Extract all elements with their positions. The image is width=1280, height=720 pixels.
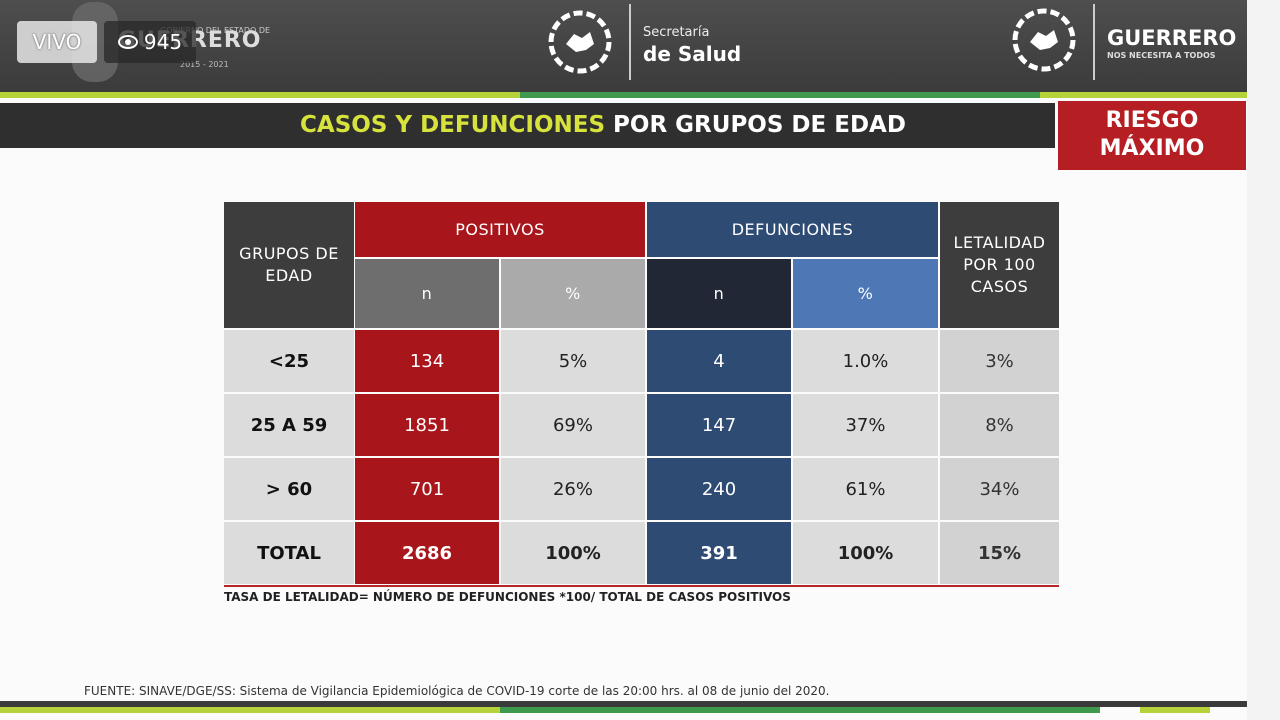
col-group-header: GRUPOS DE EDAD	[224, 202, 354, 328]
letalidad-header: LETALIDAD POR 100 CASOS	[940, 202, 1059, 328]
banner-stripe-green	[520, 92, 1040, 98]
title-bar	[0, 103, 1055, 148]
table-cell-let: 8%	[940, 394, 1059, 456]
table-cell-let: 15%	[940, 522, 1059, 584]
pos-pct-header: %	[501, 259, 645, 328]
gov-top-text: GOBIERNO DEL ESTADO DE	[160, 26, 271, 35]
live-badge: VIVO	[17, 21, 97, 63]
eye-icon	[117, 35, 138, 49]
table-cell-pos-n: 134	[355, 330, 499, 392]
header-divider	[629, 4, 631, 80]
page-title: CASOS Y DEFUNCIONES POR GRUPOS DE EDAD	[0, 103, 1206, 148]
table-cell-group: <25	[224, 330, 354, 392]
lethality-note: TASA DE LETALIDAD= NÚMERO DE DEFUNCIONES…	[224, 590, 791, 604]
secretaria-label: Secretaría	[643, 25, 710, 40]
table-cell-pos-pct: 100%	[501, 522, 645, 584]
table-cell-pos-pct: 69%	[501, 394, 645, 456]
risk-line2: MÁXIMO	[1099, 136, 1205, 161]
viewer-number: 945	[143, 30, 183, 54]
title-rest: POR GRUPOS DE EDAD	[605, 112, 906, 138]
pos-n-header: n	[355, 259, 499, 328]
table-cell-pos-pct: 5%	[501, 330, 645, 392]
table-cell-def-pct: 100%	[793, 522, 938, 584]
table-cell-def-pct: 1.0%	[793, 330, 938, 392]
risk-line1: RIESGO	[1105, 108, 1199, 133]
guerrero-logo-icon	[1012, 8, 1076, 72]
table-cell-pos-n: 701	[355, 458, 499, 520]
brand-tagline: NOS NECESITA A TODOS	[1107, 51, 1216, 60]
table-cell-def-n: 240	[647, 458, 791, 520]
bottom-stripe-lime	[0, 707, 500, 713]
brand-name: GUERRERO	[1107, 26, 1237, 50]
bottom-stripe-green	[500, 707, 1100, 713]
guerrero-emblem-icon	[548, 10, 612, 74]
source-note: FUENTE: SINAVE/DGE/SS: Sistema de Vigila…	[84, 684, 830, 698]
age-group-table: GRUPOS DE EDAD POSITIVOS DEFUNCIONES LET…	[224, 202, 1059, 587]
table-cell-let: 3%	[940, 330, 1059, 392]
table-cell-def-n: 4	[647, 330, 791, 392]
table-cell-group: > 60	[224, 458, 354, 520]
bottom-stripe-lime-2	[1140, 707, 1210, 713]
table-cell-pos-pct: 26%	[501, 458, 645, 520]
table-bottom-rule	[224, 585, 1059, 587]
gov-years: 2015 - 2021	[180, 60, 229, 69]
table-cell-group: TOTAL	[224, 522, 354, 584]
table-cell-pos-n: 1851	[355, 394, 499, 456]
defunciones-header: DEFUNCIONES	[647, 202, 938, 257]
salud-label: de Salud	[643, 42, 742, 66]
brand-divider	[1093, 4, 1095, 80]
table-cell-pos-n: 2686	[355, 522, 499, 584]
table-cell-group: 25 A 59	[224, 394, 354, 456]
table-cell-def-pct: 61%	[793, 458, 938, 520]
table-cell-def-pct: 37%	[793, 394, 938, 456]
positivos-header: POSITIVOS	[355, 202, 645, 257]
risk-badge: RIESGO MÁXIMO	[1058, 101, 1246, 170]
table-cell-let: 34%	[940, 458, 1059, 520]
live-label: VIVO	[32, 30, 82, 54]
bottom-bar	[0, 701, 1247, 707]
viewer-count: 945	[104, 21, 196, 63]
right-margin	[1247, 0, 1280, 720]
def-n-header: n	[647, 259, 791, 328]
title-highlight: CASOS Y DEFUNCIONES	[300, 112, 606, 138]
table-cell-def-n: 391	[647, 522, 791, 584]
table-cell-def-n: 147	[647, 394, 791, 456]
def-pct-header: %	[793, 259, 938, 328]
